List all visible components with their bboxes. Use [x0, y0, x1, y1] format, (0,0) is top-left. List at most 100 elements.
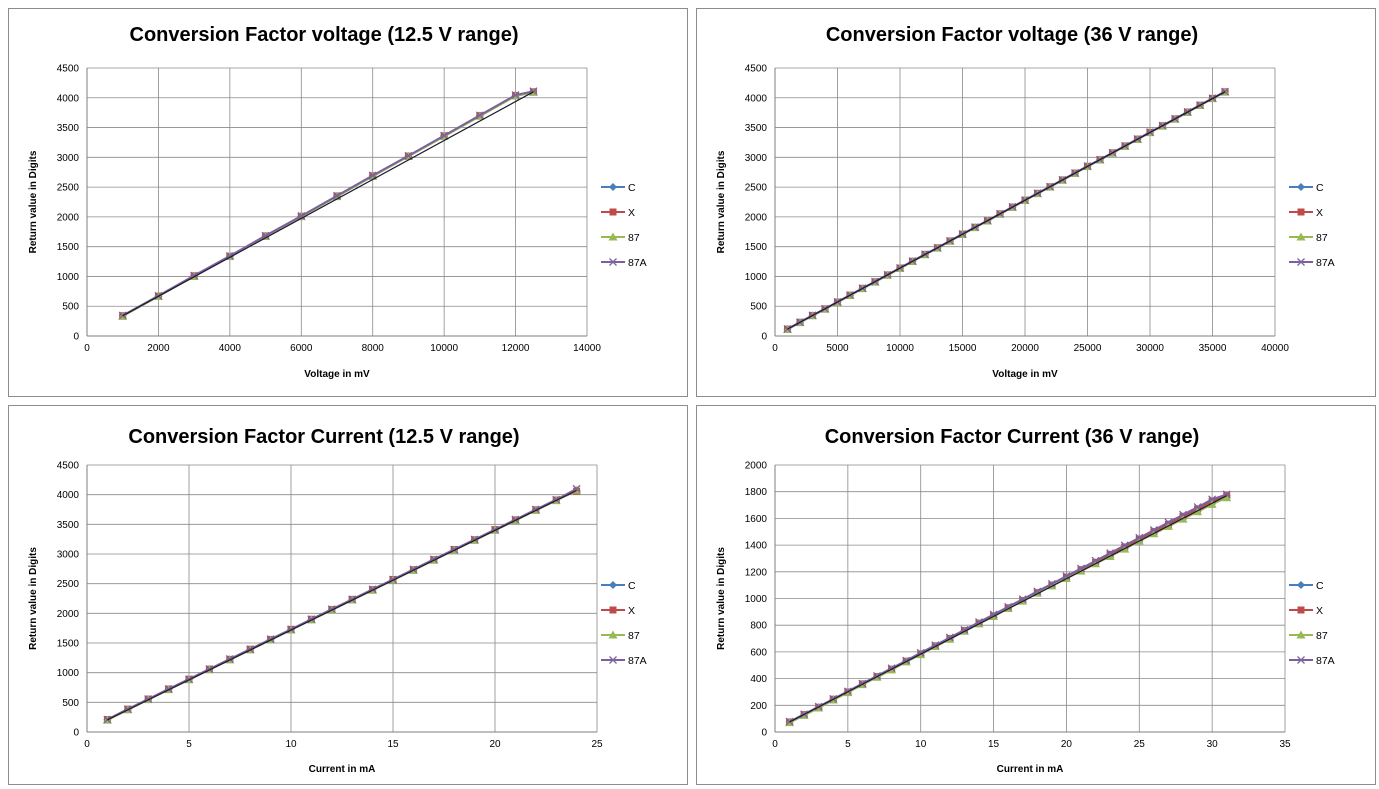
x-tick-label: 5 — [186, 739, 192, 750]
legend-label: X — [1316, 605, 1323, 617]
trend-line — [123, 92, 534, 316]
y-tick-label: 1500 — [57, 242, 80, 253]
y-tick-label: 2500 — [745, 183, 768, 194]
chart-svg: Conversion Factor voltage (12.5 V range)… — [9, 9, 689, 398]
legend-item: 87 — [601, 232, 640, 244]
x-tick-label: 25000 — [1074, 343, 1102, 354]
y-tick-label: 2500 — [57, 183, 80, 194]
y-tick-label: 200 — [750, 701, 767, 712]
legend-marker — [1298, 209, 1305, 216]
legend: C X 87 87A — [601, 580, 647, 667]
x-tick-label: 6000 — [290, 343, 313, 354]
legend-marker — [609, 581, 617, 589]
x-tick-label: 10 — [915, 739, 927, 750]
y-tick-label: 1000 — [745, 594, 768, 605]
chart-title: Conversion Factor Current (36 V range) — [825, 426, 1200, 448]
x-tick-label: 2000 — [147, 343, 170, 354]
y-tick-label: 3500 — [57, 520, 80, 531]
y-tick-label: 1000 — [57, 272, 80, 283]
legend-label: C — [1316, 580, 1324, 592]
x-tick-label: 8000 — [362, 343, 385, 354]
y-tick-label: 1500 — [745, 242, 768, 253]
legend-marker — [610, 607, 617, 614]
y-tick-label: 1000 — [745, 272, 768, 283]
legend-label: X — [628, 605, 635, 617]
legend-item: 87A — [1289, 655, 1335, 667]
legend: C X 87 87A — [1289, 182, 1335, 269]
y-tick-label: 800 — [750, 621, 767, 632]
x-tick-label: 0 — [772, 739, 778, 750]
legend: C X 87 87A — [1289, 580, 1335, 667]
y-tick-label: 4500 — [57, 461, 80, 472]
y-tick-label: 4000 — [745, 93, 768, 104]
x-tick-label: 25 — [591, 739, 603, 750]
y-tick-label: 1200 — [745, 567, 768, 578]
y-tick-label: 0 — [761, 332, 767, 343]
x-tick-label: 0 — [772, 343, 778, 354]
legend-label: 87 — [1316, 630, 1328, 642]
legend-label: 87 — [628, 232, 640, 244]
x-axis-label: Voltage in mV — [304, 369, 370, 380]
x-tick-label: 20 — [1061, 739, 1073, 750]
legend-item: 87 — [1289, 630, 1328, 642]
y-tick-label: 4500 — [57, 64, 80, 75]
legend-label: 87 — [628, 630, 640, 642]
y-tick-label: 2000 — [745, 461, 768, 472]
legend-item: X — [1289, 605, 1323, 617]
legend-marker — [610, 209, 617, 216]
chart-title: Conversion Factor Current (12.5 V range) — [128, 426, 519, 448]
y-tick-label: 3000 — [745, 153, 768, 164]
y-tick-label: 4000 — [57, 490, 80, 501]
y-tick-label: 600 — [750, 647, 767, 658]
x-tick-label: 0 — [84, 739, 90, 750]
x-tick-label: 10000 — [430, 343, 458, 354]
legend: C X 87 87A — [601, 182, 647, 269]
x-tick-label: 15 — [387, 739, 399, 750]
legend-item: 87 — [1289, 232, 1328, 244]
x-tick-label: 35 — [1279, 739, 1291, 750]
x-tick-label: 10000 — [886, 343, 914, 354]
y-tick-label: 3500 — [57, 123, 80, 134]
y-tick-label: 1800 — [745, 487, 768, 498]
y-tick-label: 400 — [750, 674, 767, 685]
legend-label: 87 — [1316, 232, 1328, 244]
x-tick-label: 20 — [489, 739, 501, 750]
x-tick-label: 25 — [1134, 739, 1146, 750]
y-tick-label: 3500 — [745, 123, 768, 134]
legend-label: C — [628, 182, 636, 194]
y-tick-label: 3000 — [57, 153, 80, 164]
chart-panel-current-36v: Conversion Factor Current (36 V range) 0 2… — [696, 405, 1376, 785]
legend-label: X — [1316, 207, 1323, 219]
legend-label: 87A — [1316, 257, 1335, 269]
legend-label: C — [628, 580, 636, 592]
x-tick-label: 10 — [285, 739, 297, 750]
chart-svg: Conversion Factor voltage (36 V range) 0 5… — [697, 9, 1377, 398]
x-tick-label: 14000 — [573, 343, 601, 354]
legend-item: X — [601, 605, 635, 617]
y-tick-label: 2000 — [57, 609, 80, 620]
y-axis-label: Return value in Digits — [716, 547, 727, 650]
legend-marker — [609, 183, 617, 191]
legend-item: 87A — [601, 257, 647, 269]
chart-panel-voltage-12v: Conversion Factor voltage (12.5 V range)… — [8, 8, 688, 397]
legend-marker — [1298, 607, 1305, 614]
y-tick-label: 1400 — [745, 541, 768, 552]
x-tick-label: 4000 — [219, 343, 242, 354]
x-tick-label: 5000 — [826, 343, 849, 354]
chart-panel-voltage-36v: Conversion Factor voltage (36 V range) 0 5… — [696, 8, 1376, 397]
legend-item: 87A — [1289, 257, 1335, 269]
trend-line — [107, 491, 576, 720]
x-axis-label: Voltage in mV — [992, 369, 1058, 380]
y-tick-label: 500 — [750, 302, 767, 313]
y-tick-label: 4500 — [745, 64, 768, 75]
legend-label: 87A — [628, 257, 647, 269]
legend-item: C — [601, 580, 636, 592]
x-tick-label: 35000 — [1199, 343, 1227, 354]
x-axis-label: Current in mA — [309, 764, 376, 775]
x-tick-label: 15 — [988, 739, 1000, 750]
legend-item: 87 — [601, 630, 640, 642]
chart-panel-current-12v: Conversion Factor Current (12.5 V range)… — [8, 405, 688, 785]
x-axis-label: Current in mA — [997, 764, 1064, 775]
y-tick-label: 3000 — [57, 550, 80, 561]
y-tick-label: 2500 — [57, 579, 80, 590]
